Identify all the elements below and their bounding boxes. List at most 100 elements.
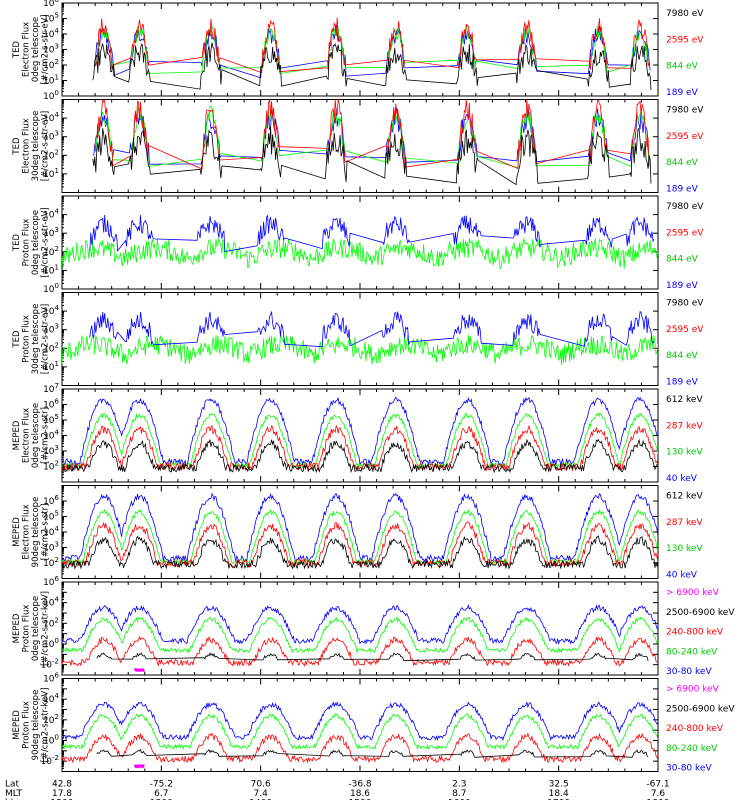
trace-magenta	[133, 764, 145, 769]
legend-entry-3: 130 keV	[666, 544, 703, 554]
trace-magenta	[134, 668, 146, 672]
time-axis-value: 1800	[647, 799, 670, 800]
panel-ylabel-line: TED	[12, 40, 22, 59]
panel-ylabel-line: 30deg telescope	[31, 111, 41, 182]
legend-entry-4: 40 keV	[666, 571, 698, 581]
legend-entry-2: 2595 eV	[666, 35, 704, 45]
trace-red	[94, 99, 650, 170]
panel-ylabel-line: 0deg telescope	[31, 17, 41, 82]
panel-frame	[61, 581, 659, 676]
legend-entry-3: 240-800 keV	[666, 628, 724, 638]
trace-red	[62, 732, 658, 764]
trace-blue	[89, 214, 655, 252]
time-axis-value: 42.8	[52, 780, 72, 790]
panel-traces	[62, 396, 658, 474]
legend-entry-4: 189 eV	[666, 88, 699, 98]
panel-traces	[62, 701, 658, 769]
trace-green	[94, 25, 650, 75]
trace-green	[62, 237, 658, 270]
trace-black	[92, 42, 652, 91]
trace-green	[62, 616, 658, 654]
panel-ylabel-line: [#/cm2-s-str]	[40, 407, 50, 464]
panel-ylabel-line: 0deg telescope	[31, 403, 41, 468]
panel-ylabel-line: 0deg telescope	[31, 596, 41, 661]
panel-ylabel-line: 90deg telescope	[31, 497, 41, 568]
time-axis-value: 18.6	[350, 789, 370, 799]
trace-blue	[62, 604, 658, 645]
trace-blue	[62, 492, 658, 563]
legend-entry-1: > 6900 keV	[666, 588, 720, 598]
time-axis-value: 1500	[349, 799, 372, 800]
y-tick-label: 106	[43, 672, 59, 685]
legend-entry-3: 130 keV	[666, 448, 703, 458]
time-axis-value: 18.4	[549, 789, 569, 799]
legend-entry-1: 612 keV	[666, 492, 703, 502]
time-axis-value: 6.7	[154, 789, 168, 799]
panel-ylabel-line: TED	[12, 233, 22, 252]
legend-entry-1: 7980 eV	[666, 106, 704, 116]
panel-traces	[62, 310, 658, 366]
legend-entry-2: 287 keV	[666, 421, 703, 431]
time-axis-row-label: hhmm	[5, 799, 34, 800]
panel-ylabel-line: [#/cm2-s-str-eV]	[40, 111, 50, 181]
trace-green	[62, 713, 658, 751]
legend-entry-2: 2595 eV	[666, 228, 704, 238]
panel-ylabel-line: Proton Flux	[21, 315, 31, 363]
trace-green	[62, 412, 658, 469]
legend-entry-3: 844 eV	[666, 351, 699, 361]
legend-entry-4: 189 eV	[666, 185, 699, 195]
panel-frame	[61, 2, 659, 97]
panel-ylabel: MEPED Electron Flux 90deg telescope [#/cm2-…	[12, 497, 51, 568]
legend-entry-1: 612 keV	[666, 395, 703, 405]
panel-traces	[62, 214, 658, 270]
time-axis-row-label: Lat	[5, 780, 20, 790]
time-axis-value: 7.4	[254, 789, 269, 799]
y-tick-label: 100	[43, 89, 59, 102]
panel-ylabel-line: MEPED	[12, 613, 22, 643]
panel-ylabel-line: [#/cm2-s-str-eV]	[40, 304, 50, 374]
y-tick-label: 106	[43, 0, 59, 9]
y-tick-label: 107	[43, 382, 59, 395]
legend-entry-3: 240-800 keV	[666, 724, 724, 734]
panel-ylabel-line: 30deg telescope	[31, 304, 41, 375]
legend-entry-5: 30-80 keV	[666, 667, 712, 677]
panel-ylabel-line: Proton Flux	[21, 701, 31, 749]
time-axis-value: 1200	[51, 799, 74, 800]
trace-blue	[93, 24, 651, 79]
time-axis-value: 2.3	[452, 780, 466, 790]
legend-entry-2: 2595 eV	[666, 132, 704, 142]
panel-ylabel-line: Proton Flux	[21, 605, 31, 653]
panel-ylabel-line: TED	[12, 330, 22, 349]
panel-ylabel-line: Electron Flux	[21, 118, 31, 173]
trace-black	[92, 126, 652, 186]
panel-ylabel-line: [#/cm2-s-str-eV]	[40, 207, 50, 277]
panel-ylabel-line: Proton Flux	[21, 219, 31, 267]
panel-ylabel-line: [#/cm2-s-str-keV]	[40, 688, 50, 763]
legend-entry-2: 287 keV	[666, 518, 703, 528]
y-tick-label: 106	[43, 575, 59, 588]
panel-ylabel-line: MEPED	[12, 517, 22, 547]
time-axis-value: 7.6	[651, 789, 666, 799]
legend-entry-2: 2595 eV	[666, 325, 704, 335]
panel-ylabel: MEPED Electron Flux 0deg telescope [#/cm2-s…	[12, 403, 51, 468]
panel-ylabel-line: TED	[12, 137, 22, 156]
time-axis-value: 1600	[448, 799, 471, 800]
time-axis-value: -67.1	[646, 780, 669, 790]
y-tick-label: 100	[43, 282, 59, 295]
time-axis-value: 1400	[249, 799, 272, 800]
trace-black	[62, 535, 658, 570]
time-axis-value: 8.7	[452, 789, 466, 799]
panel-traces	[92, 99, 652, 186]
legend-entry-2: 2500-6900 keV	[666, 608, 735, 618]
panel-ylabel: MEPED Proton Flux 90deg telescope [#/cm2-s-…	[12, 688, 51, 763]
time-axis-value: 1700	[547, 799, 570, 800]
legend-entry-3: 844 eV	[666, 62, 699, 72]
time-axis: LatMLThhmm42.817.81200-75.26.7130070.67.…	[5, 780, 670, 800]
